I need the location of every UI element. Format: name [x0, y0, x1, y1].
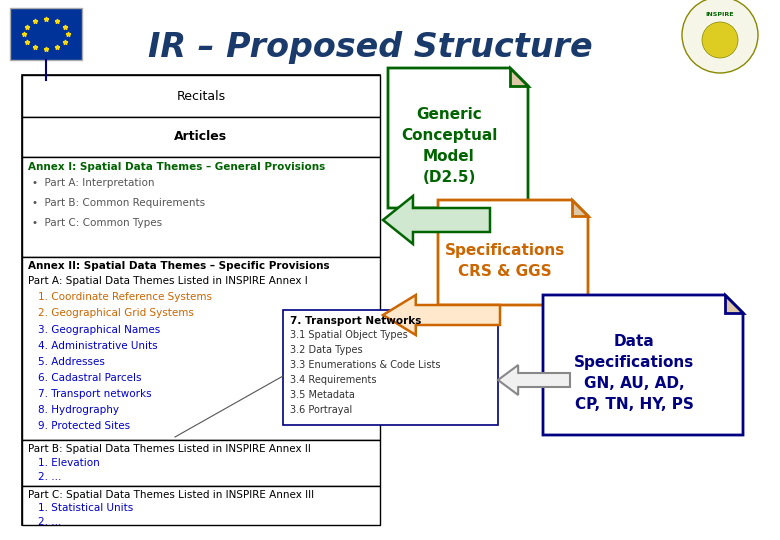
- Text: 3.1 Spatial Object Types: 3.1 Spatial Object Types: [290, 330, 408, 340]
- Text: 5. Addresses: 5. Addresses: [38, 357, 105, 367]
- Polygon shape: [383, 196, 490, 244]
- Text: Generic
Conceptual
Model
(D2.5): Generic Conceptual Model (D2.5): [401, 107, 497, 185]
- Text: •  Part C: Common Types: • Part C: Common Types: [32, 218, 162, 228]
- Polygon shape: [725, 295, 743, 313]
- Text: Articles: Articles: [175, 131, 228, 144]
- Text: 7. Transport Networks: 7. Transport Networks: [290, 316, 421, 326]
- Text: 9. Protected Sites: 9. Protected Sites: [38, 421, 130, 431]
- Polygon shape: [438, 200, 588, 305]
- Text: 1. Elevation: 1. Elevation: [38, 458, 100, 468]
- Text: 3.2 Data Types: 3.2 Data Types: [290, 345, 363, 355]
- Text: Annex I: Spatial Data Themes – General Provisions: Annex I: Spatial Data Themes – General P…: [28, 162, 325, 172]
- Text: •  Part A: Interpretation: • Part A: Interpretation: [32, 178, 154, 188]
- Text: Annex II: Spatial Data Themes – Specific Provisions: Annex II: Spatial Data Themes – Specific…: [28, 261, 330, 271]
- Polygon shape: [388, 68, 528, 208]
- Text: 4. Administrative Units: 4. Administrative Units: [38, 341, 158, 351]
- Text: 6. Cadastral Parcels: 6. Cadastral Parcels: [38, 373, 141, 383]
- Text: Part A: Spatial Data Themes Listed in INSPIRE Annex I: Part A: Spatial Data Themes Listed in IN…: [28, 276, 308, 286]
- Bar: [10, 8, 82, 60]
- Text: 3.6 Portrayal: 3.6 Portrayal: [290, 405, 353, 415]
- Text: INSPIRE: INSPIRE: [706, 12, 734, 17]
- Bar: [22, 117, 380, 157]
- Bar: [22, 157, 380, 257]
- Text: 3.3 Enumerations & Code Lists: 3.3 Enumerations & Code Lists: [290, 360, 441, 370]
- Text: Part C: Spatial Data Themes Listed in INSPIRE Annex III: Part C: Spatial Data Themes Listed in IN…: [28, 490, 314, 500]
- Bar: [283, 310, 498, 425]
- Bar: [22, 75, 380, 117]
- Bar: [22, 486, 380, 525]
- Text: Part B: Spatial Data Themes Listed in INSPIRE Annex II: Part B: Spatial Data Themes Listed in IN…: [28, 444, 311, 454]
- Bar: [22, 75, 380, 525]
- Text: Recitals: Recitals: [176, 90, 225, 103]
- Circle shape: [682, 0, 758, 73]
- Text: 2. ...: 2. ...: [38, 517, 62, 527]
- Bar: [22, 257, 380, 440]
- Text: 2. ...: 2. ...: [38, 472, 62, 482]
- Bar: [22, 440, 380, 486]
- Text: 7. Transport networks: 7. Transport networks: [38, 389, 151, 399]
- Text: 3. Geographical Names: 3. Geographical Names: [38, 325, 160, 335]
- Polygon shape: [543, 295, 743, 435]
- Text: Data
Specifications
GN, AU, AD,
CP, TN, HY, PS: Data Specifications GN, AU, AD, CP, TN, …: [574, 334, 694, 412]
- Text: 2. Geographical Grid Systems: 2. Geographical Grid Systems: [38, 308, 194, 318]
- Text: 1. Statistical Units: 1. Statistical Units: [38, 503, 133, 513]
- Text: Specifications
CRS & GGS: Specifications CRS & GGS: [445, 242, 566, 279]
- Polygon shape: [383, 295, 500, 335]
- Text: 1. Coordinate Reference Systems: 1. Coordinate Reference Systems: [38, 292, 212, 302]
- Text: 3.4 Requirements: 3.4 Requirements: [290, 375, 377, 385]
- Circle shape: [702, 22, 738, 58]
- Text: IR – Proposed Structure: IR – Proposed Structure: [147, 31, 592, 64]
- Polygon shape: [498, 365, 570, 395]
- Text: 8. Hydrography: 8. Hydrography: [38, 405, 119, 415]
- Polygon shape: [572, 200, 588, 216]
- Polygon shape: [510, 68, 528, 86]
- Text: 3.5 Metadata: 3.5 Metadata: [290, 390, 355, 400]
- Text: •  Part B: Common Requirements: • Part B: Common Requirements: [32, 198, 205, 208]
